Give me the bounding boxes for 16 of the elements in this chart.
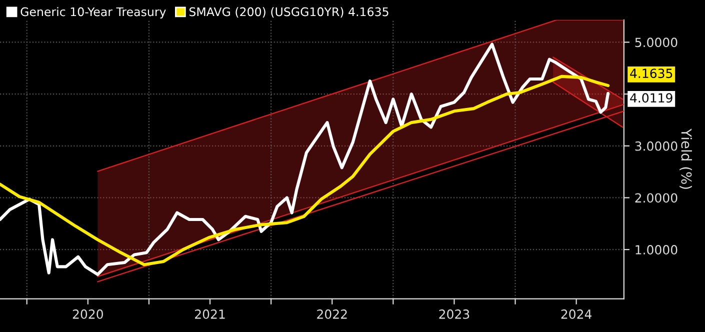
y-tick-label: 2.0000 <box>635 193 678 203</box>
x-tick-label: 2020 <box>72 309 103 319</box>
line-series <box>0 74 610 266</box>
x-tick-label: 2024 <box>561 309 592 319</box>
line-series <box>0 42 610 276</box>
y-tick-label: 5.0000 <box>635 38 678 48</box>
x-tick-label: 2022 <box>317 309 347 319</box>
x-tick-label: 2023 <box>439 309 470 319</box>
legend-label: Generic 10-Year Treasury <box>20 7 166 19</box>
y-tick-label: 1.0000 <box>636 245 678 254</box>
y-axis-title: Yield (%) <box>680 128 692 189</box>
text: 4.1635 <box>630 68 672 78</box>
legend-label: SMAVG (200) (USGG10YR) 4.1635 <box>189 7 388 18</box>
text: 4.0119 <box>630 93 672 103</box>
x-tick-label: 2021 <box>195 309 225 319</box>
y-tick-label: 3.0000 <box>635 141 678 151</box>
